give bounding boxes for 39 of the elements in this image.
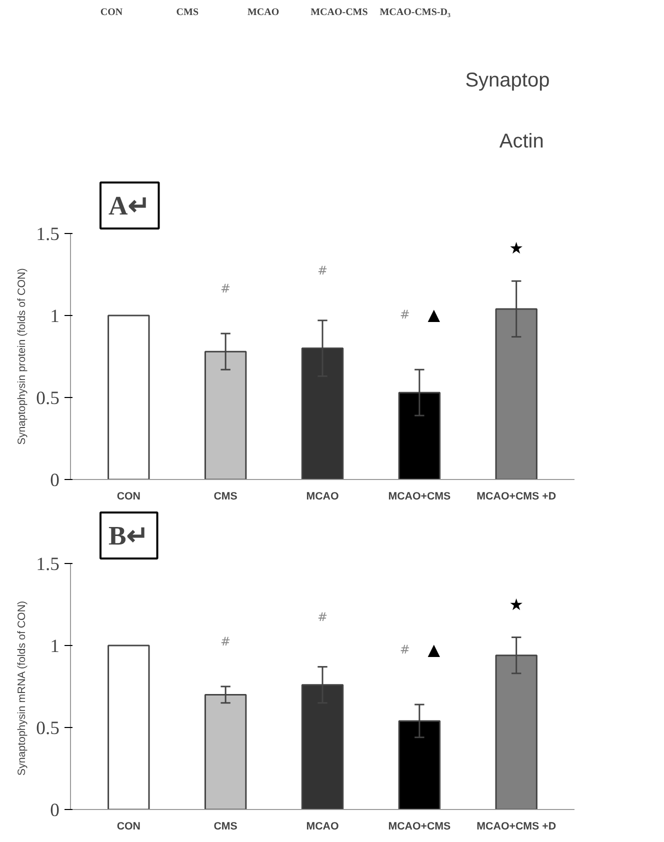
annotation: # <box>220 634 231 648</box>
y-axis-title: Synaptophysin mRNA (folds of CON) <box>16 600 28 776</box>
x-tick-label: MCAO+CMS +D <box>476 820 556 832</box>
y-tick-label: 0 <box>50 470 60 491</box>
y-tick-label: 1.5 <box>36 224 60 245</box>
text: MCAO-CMS <box>310 7 368 18</box>
y-axis-title: Synaptophysin protein (folds of CON) <box>16 268 28 445</box>
annotation: ▲ <box>428 305 441 324</box>
annotation: ★ <box>509 238 524 258</box>
text: MCAO-CMS-D₃ <box>380 7 450 18</box>
text: CON <box>100 7 124 18</box>
annotation: # <box>317 610 328 624</box>
x-tick-label: CMS <box>214 490 238 502</box>
x-tick-label: MCAO+CMS <box>388 490 451 502</box>
annotation: ★ <box>509 594 524 614</box>
annotation: # <box>400 642 410 657</box>
y-tick-label: 1 <box>50 306 60 327</box>
chart-title: A↵ <box>108 190 151 220</box>
x-tick-label: MCAO <box>306 820 339 832</box>
chart-title: B↵ <box>108 520 150 550</box>
x-tick-label: CON <box>116 820 140 832</box>
x-tick-label: MCAO <box>306 490 339 502</box>
x-tick-label: CMS <box>214 820 238 832</box>
annotation: ▲ <box>428 640 441 660</box>
text: MCAO <box>247 7 280 18</box>
text: Synaptop <box>465 70 550 92</box>
x-tick-label: MCAO+CMS <box>388 820 451 832</box>
y-tick-label: 0.5 <box>36 388 60 409</box>
y-tick-label: 1.5 <box>36 554 60 575</box>
y-tick-label: 0 <box>50 800 60 821</box>
y-tick-label: 1 <box>50 636 60 657</box>
text: CMS <box>176 7 199 18</box>
x-tick-label: CON <box>116 490 140 502</box>
text: Actin <box>499 130 544 152</box>
annotation: # <box>317 263 328 278</box>
annotation: # <box>400 308 410 322</box>
annotation: # <box>220 282 231 296</box>
x-tick-label: MCAO+CMS +D <box>476 490 556 502</box>
y-tick-label: 0.5 <box>36 718 60 739</box>
